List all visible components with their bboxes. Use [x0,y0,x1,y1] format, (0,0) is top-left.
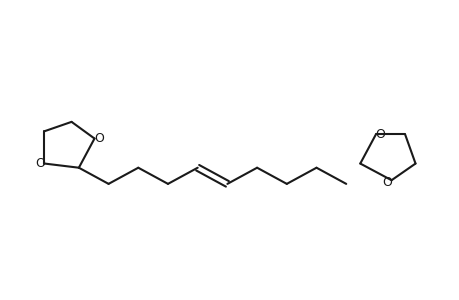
Text: O: O [94,132,104,145]
Text: O: O [375,128,385,141]
Text: O: O [35,157,45,170]
Text: O: O [381,176,391,189]
